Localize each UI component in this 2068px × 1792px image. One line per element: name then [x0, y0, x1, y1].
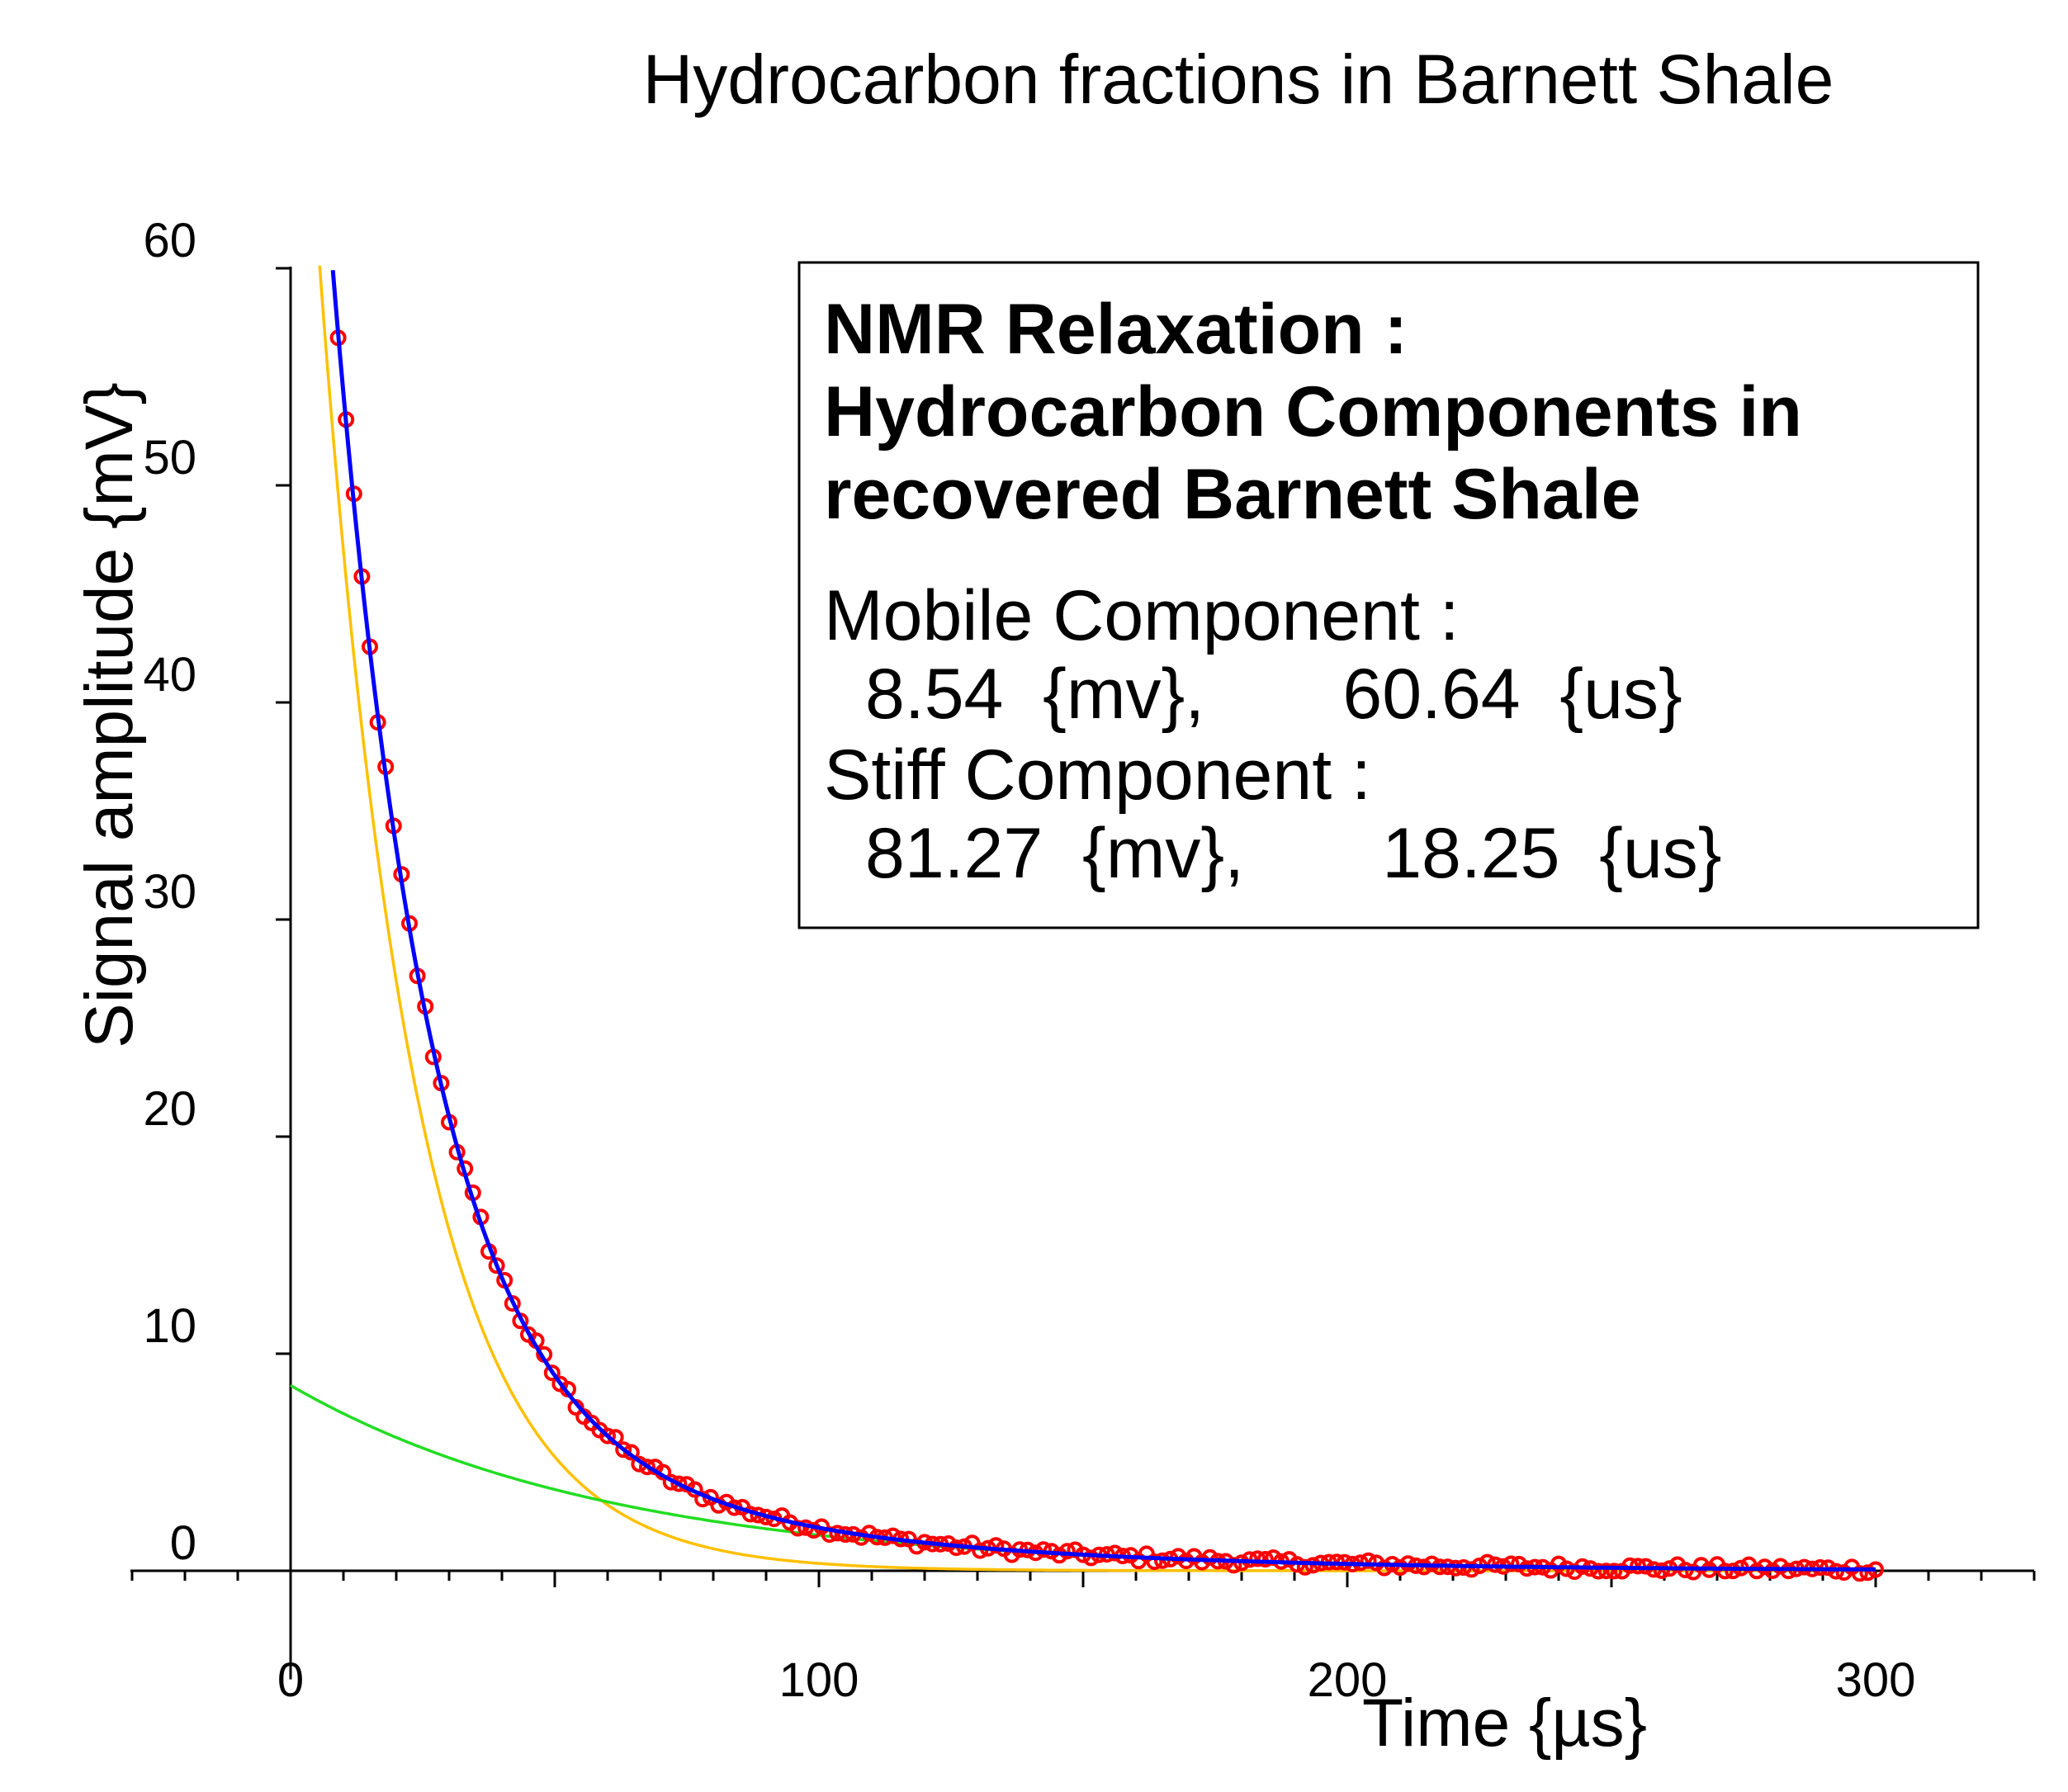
measured-point — [1479, 1553, 1496, 1571]
measured-point — [1265, 1549, 1282, 1567]
measured-point — [987, 1537, 1005, 1554]
series-fit — [330, 270, 1876, 1572]
measured-point — [1296, 1558, 1313, 1576]
y-tick-label: 40 — [143, 648, 196, 702]
measured-point — [1392, 1559, 1408, 1576]
x-tick-label: 300 — [1836, 1653, 1916, 1707]
measured-point — [615, 1441, 632, 1459]
legend-title-line-3: recovered Barnett Shale — [824, 455, 1640, 534]
measured-point — [1653, 1562, 1670, 1579]
measured-point — [972, 1542, 989, 1559]
measured-point — [1154, 1552, 1171, 1569]
legend-mobile-values: 8.54 {mv}, 60.64 {us} — [865, 655, 1682, 734]
mobile-component-line — [290, 1383, 1876, 1572]
legend-box — [797, 261, 1980, 929]
measured-point — [1256, 1551, 1274, 1567]
y-axis-label: Signal amplitude {mV} — [72, 382, 147, 1048]
measured-point — [1201, 1548, 1219, 1566]
measured-point — [884, 1527, 901, 1544]
measured-point — [1225, 1557, 1242, 1574]
measured-point — [1502, 1555, 1520, 1572]
legend: NMR Relaxation : Hydrocarbon Components … — [797, 261, 1980, 929]
legend-stiff-values: 81.27 {mv}, 18.25 {us} — [865, 814, 1722, 893]
measured-point — [488, 1257, 505, 1274]
y-tick-label: 50 — [143, 431, 196, 485]
measured-point — [1249, 1550, 1266, 1567]
series-mobile — [290, 1383, 1876, 1572]
measured-point — [543, 1364, 561, 1382]
measured-point — [1375, 1559, 1393, 1577]
measured-point — [670, 1475, 688, 1492]
legend-title-line-2: Hydrocarbon Components in — [824, 372, 1802, 452]
measured-point — [639, 1459, 655, 1476]
measured-point — [1749, 1563, 1765, 1580]
measured-point — [1447, 1559, 1465, 1577]
measured-point — [1606, 1563, 1623, 1580]
measured-point — [1463, 1561, 1480, 1578]
y-tick-label: 60 — [143, 214, 196, 267]
measured-point — [1106, 1544, 1124, 1562]
x-axis-label: Time {µs} — [1362, 1686, 1647, 1761]
x-tick-label: 100 — [779, 1653, 859, 1707]
legend-stiff-label: Stiff Component : — [824, 735, 1371, 815]
y-tick-label: 20 — [143, 1082, 196, 1136]
x-ticks: 0 100 200 300 — [130, 1571, 2036, 1707]
y-tick-label: 10 — [143, 1299, 196, 1353]
y-tick-label: 0 — [170, 1516, 196, 1570]
measured-point — [1360, 1552, 1377, 1569]
measured-point — [1058, 1543, 1076, 1560]
measured-point — [1597, 1563, 1615, 1580]
measured-point — [1146, 1553, 1163, 1571]
measured-point — [1621, 1557, 1639, 1574]
measured-point — [1035, 1541, 1052, 1558]
y-tick-label: 30 — [143, 865, 196, 919]
measured-point — [1851, 1565, 1868, 1582]
measured-point — [599, 1427, 616, 1444]
x-tick-label: 200 — [1308, 1653, 1388, 1707]
measured-point — [1082, 1549, 1100, 1567]
y-ticks: 0 10 20 30 40 50 60 — [143, 214, 291, 1572]
total-fit-line — [330, 270, 1876, 1572]
measured-point — [1716, 1563, 1734, 1580]
measured-point — [805, 1522, 822, 1539]
legend-mobile-label: Mobile Component : — [824, 576, 1460, 655]
measured-point — [1725, 1563, 1742, 1580]
measured-point — [1590, 1563, 1607, 1580]
legend-title-line-1: NMR Relaxation : — [824, 290, 1408, 369]
x-tick-label: 0 — [277, 1653, 304, 1707]
measured-point — [1859, 1564, 1876, 1582]
chart-title: Hydrocarbon fractions in Barnett Shale — [643, 40, 1834, 118]
